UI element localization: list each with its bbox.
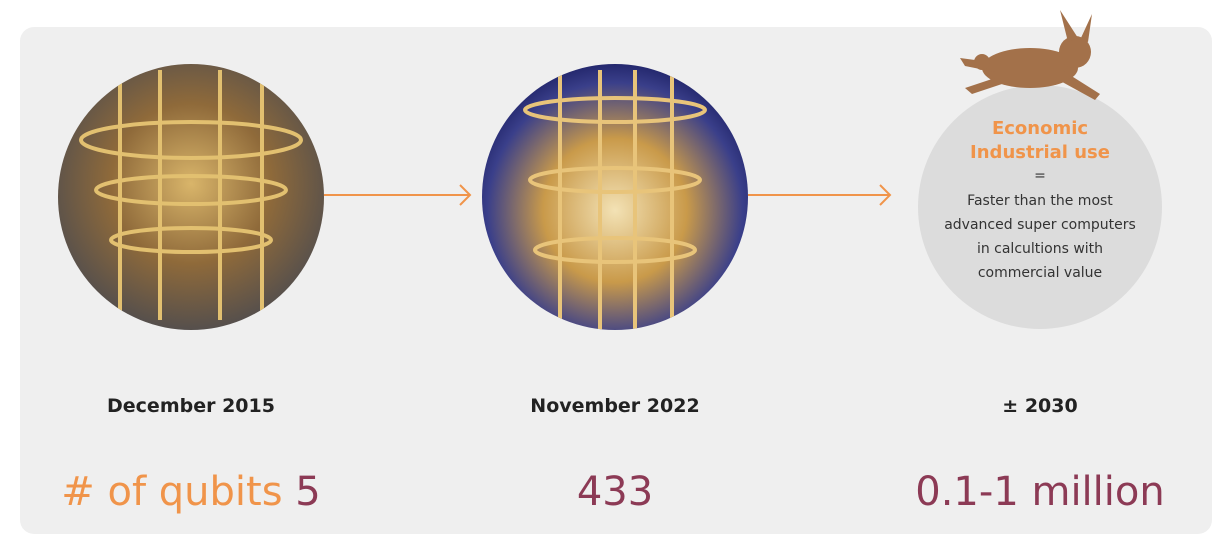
photo-2022 xyxy=(482,64,748,330)
date: ± 2030 xyxy=(1002,395,1077,417)
date: November 2022 xyxy=(530,395,699,417)
qubits-row: # of qubits 5 xyxy=(61,469,320,515)
qubits-label: # of qubits xyxy=(61,469,282,515)
future-description: in calcultions with xyxy=(977,241,1103,257)
future-description: Faster than the most xyxy=(967,193,1113,209)
future-description: commercial value xyxy=(978,265,1102,281)
photo-2015 xyxy=(58,64,324,330)
future-description: advanced super computers xyxy=(944,217,1136,233)
date: December 2015 xyxy=(107,395,275,417)
future-title: Industrial use xyxy=(970,142,1110,163)
qubits-value: 5 xyxy=(295,469,320,515)
qubits-value: 0.1-1 million xyxy=(915,469,1164,515)
rabbit-icon xyxy=(960,10,1100,100)
future-title: Economic xyxy=(992,118,1088,139)
infographic: Economic Industrial use = Faster than th… xyxy=(0,0,1220,534)
equals: = xyxy=(1034,168,1046,184)
qubits-value: 433 xyxy=(577,469,653,515)
